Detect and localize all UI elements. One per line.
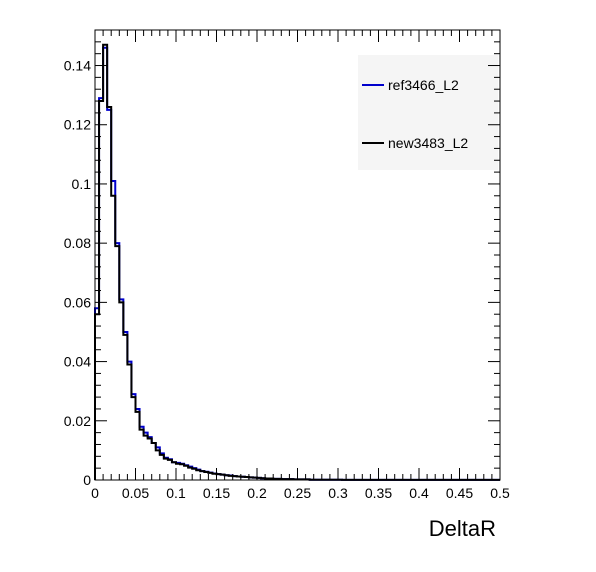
x-tick-label: 0.45 — [446, 485, 473, 501]
y-tick-label: 0.1 — [72, 176, 92, 192]
y-tick-label: 0.02 — [64, 413, 91, 429]
legend-box — [358, 55, 498, 170]
x-tick-labels: 0 0.05 0.1 0.15 0.2 0.25 0.3 0.35 0.4 0.45 0.5 — [91, 485, 510, 501]
x-tick-label: 0.25 — [284, 485, 311, 501]
x-tick-label: 0.1 — [166, 485, 186, 501]
y-tick-label: 0.06 — [64, 294, 91, 310]
y-tick-label: 0.12 — [64, 117, 91, 133]
x-tick-label: 0.5 — [490, 485, 510, 501]
x-tick-label: 0 — [91, 485, 99, 501]
y-tick-label: 0 — [83, 472, 91, 488]
x-tick-label: 0.4 — [409, 485, 429, 501]
y-tick-label: 0.04 — [64, 354, 91, 370]
x-tick-label: 0.05 — [122, 485, 149, 501]
x-tick-label: 0.35 — [365, 485, 392, 501]
x-tick-label: 0.3 — [328, 485, 348, 501]
x-tick-label: 0.15 — [203, 485, 230, 501]
legend-label-ref: ref3466_L2 — [388, 77, 459, 93]
y-tick-label: 0.14 — [64, 58, 91, 74]
x-axis-title: DeltaR — [429, 516, 496, 541]
y-tick-labels: 0 0.02 0.04 0.06 0.08 0.1 0.12 0.14 — [64, 58, 91, 488]
legend: ref3466_L2 new3483_L2 — [362, 77, 468, 151]
x-tick-label: 0.2 — [247, 485, 267, 501]
legend-label-new: new3483_L2 — [388, 135, 468, 151]
axis-ticks — [94, 29, 501, 481]
y-tick-label: 0.08 — [64, 235, 91, 251]
